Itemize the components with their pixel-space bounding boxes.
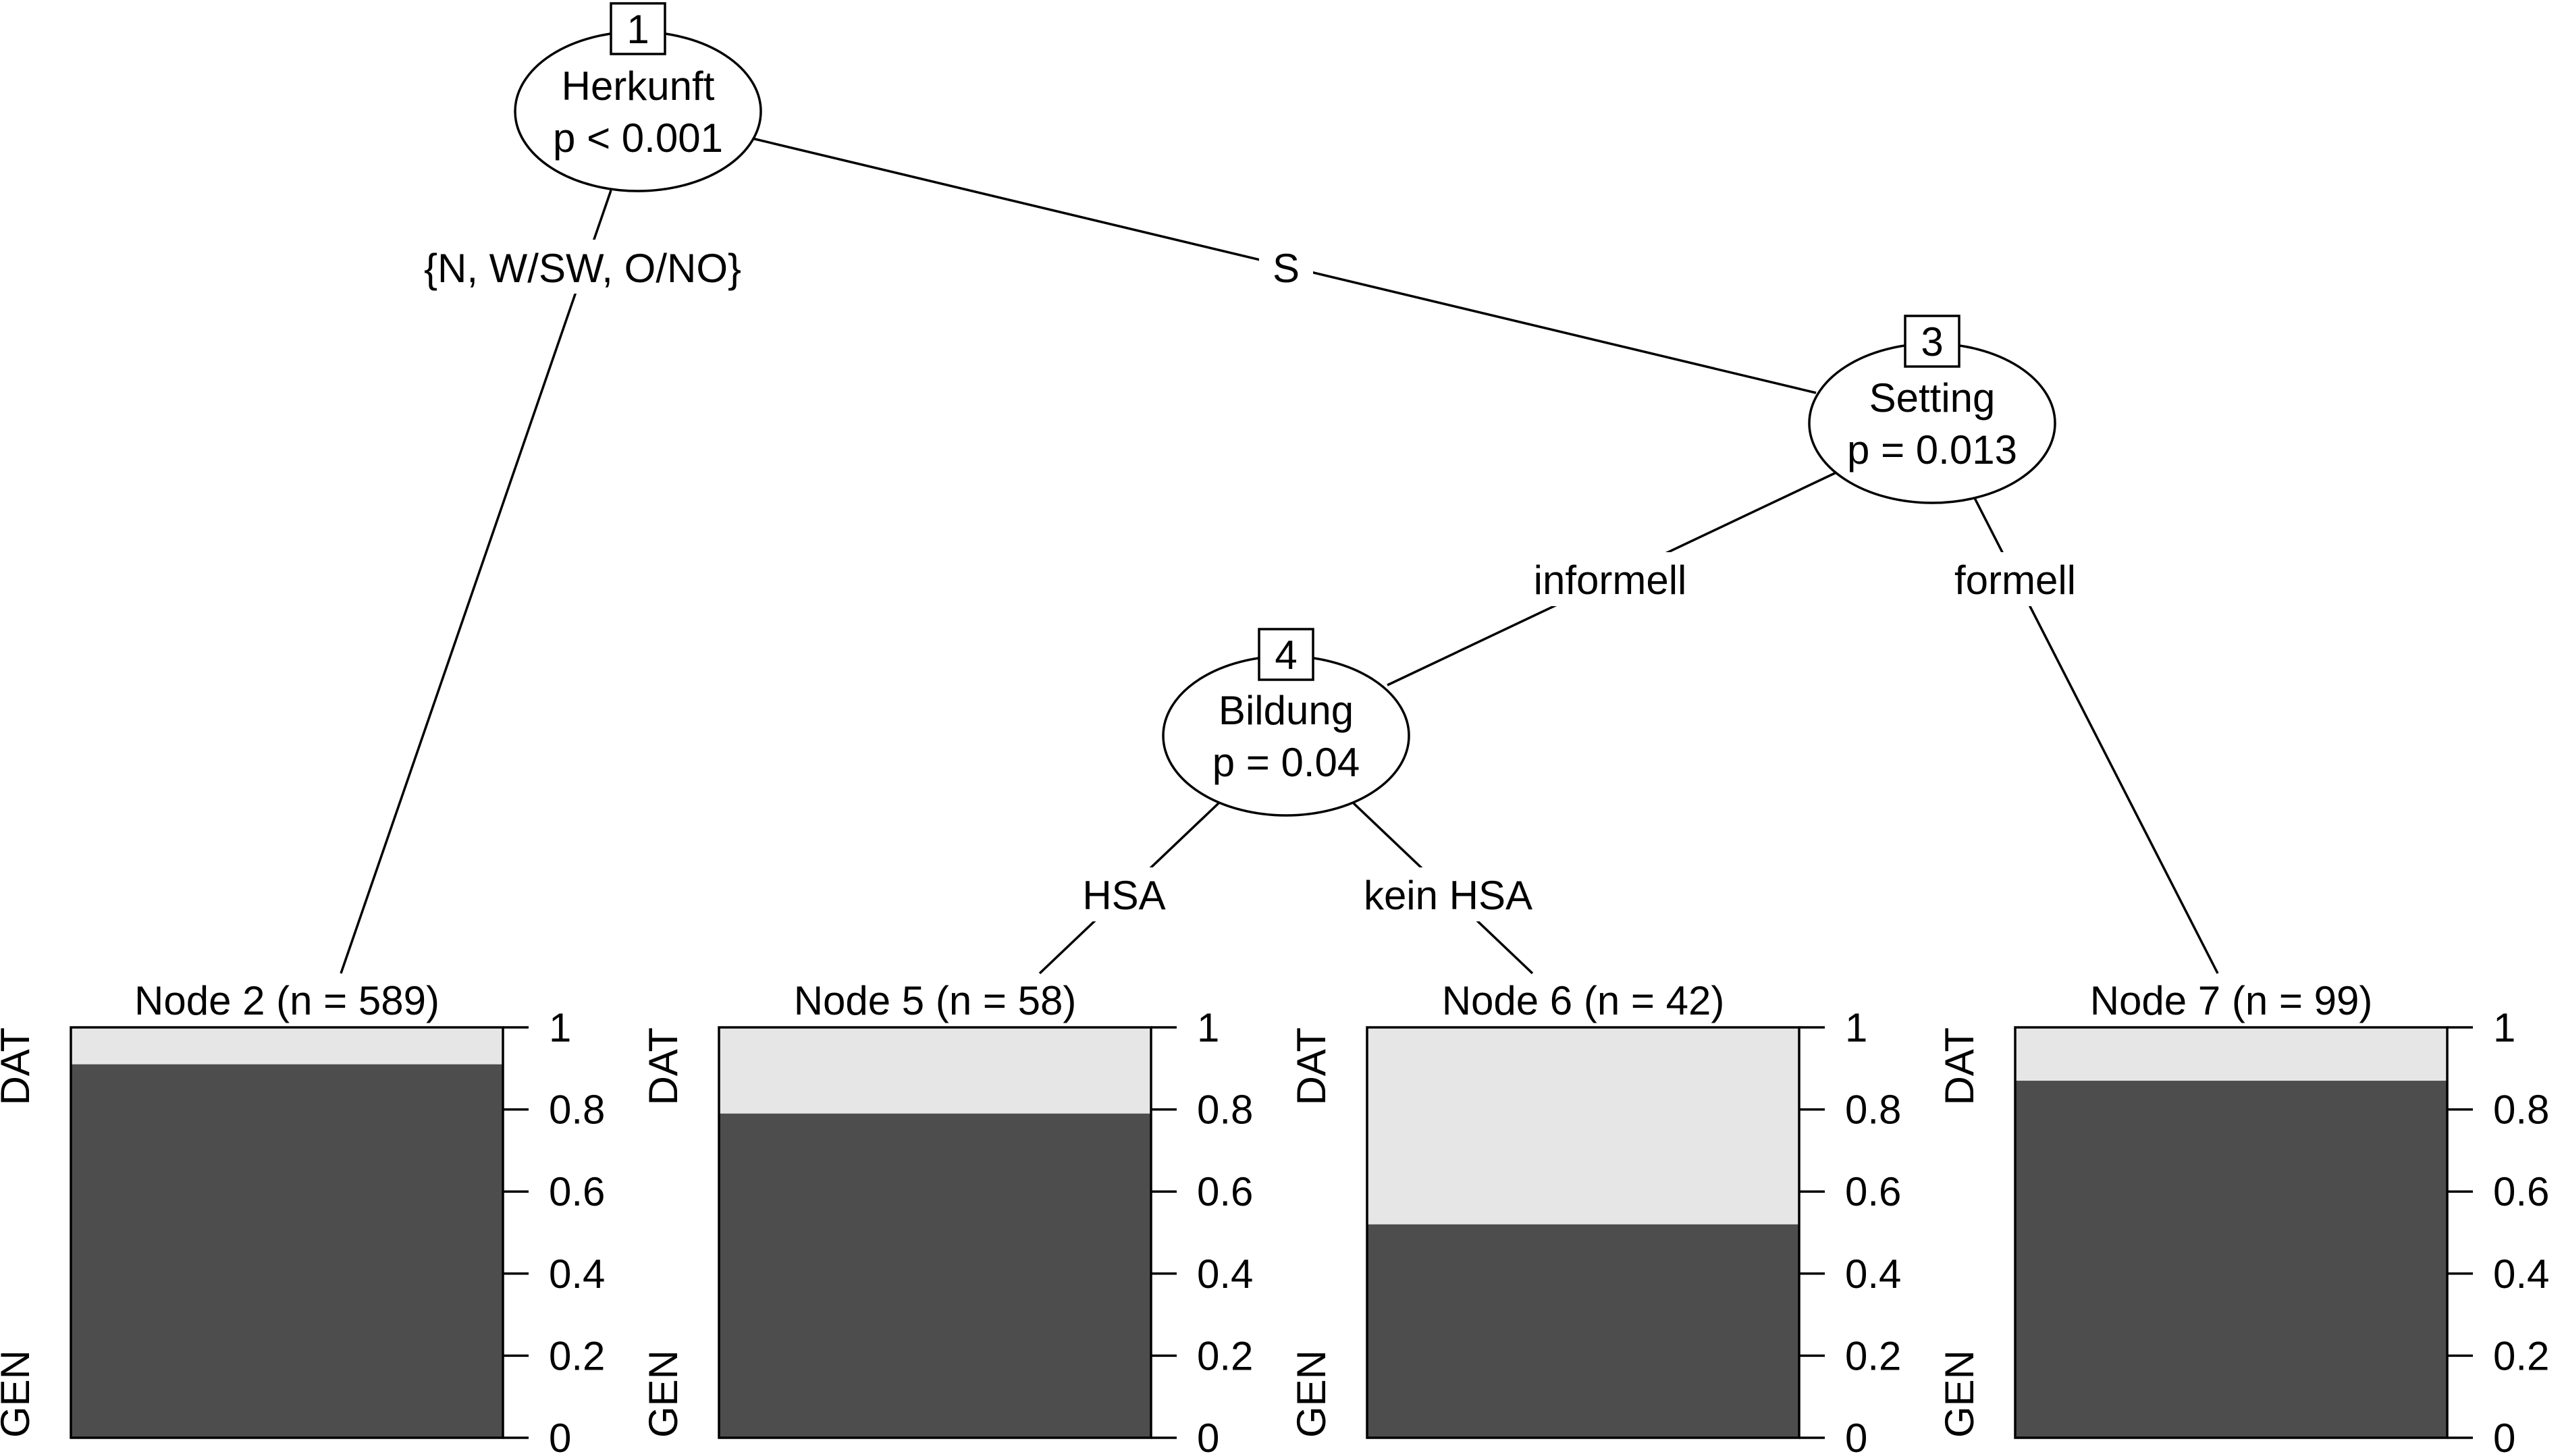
axis-tick-label: 0 bbox=[1197, 1415, 1219, 1456]
axis-tick-label: 0.6 bbox=[1197, 1169, 1253, 1214]
axis-tick-label: 1 bbox=[1845, 1005, 1867, 1050]
category-label-top: DAT bbox=[1289, 1027, 1334, 1106]
node-variable-label: Herkunft bbox=[562, 63, 715, 109]
edge-label-1-2: {N, W/SW, O/NO} bbox=[424, 246, 741, 291]
terminal-node-title: Node 6 (n = 42) bbox=[1442, 978, 1725, 1023]
gen-share-bar bbox=[1367, 1224, 1799, 1438]
terminal-node-6: Node 6 (n = 42) DAT GEN 0 0.2 0.4 0.6 0.8 1 bbox=[1289, 978, 1901, 1456]
axis-tick-label: 0.2 bbox=[549, 1333, 605, 1378]
edge-label-4-6: kein HSA bbox=[1364, 873, 1532, 918]
terminal-panels: Node 2 (n = 589)DATGEN00.20.40.60.81Node… bbox=[0, 978, 2549, 1456]
dat-share-bar bbox=[1367, 1027, 1799, 1224]
edge-label-4-5: HSA bbox=[1082, 873, 1165, 918]
axis-tick-label: 1 bbox=[2493, 1005, 2515, 1050]
edge-label-3-7: formell bbox=[1954, 558, 2076, 603]
axis-tick-label: 1 bbox=[549, 1005, 571, 1050]
terminal-node-title: Node 2 (n = 589) bbox=[134, 978, 439, 1023]
axis-tick-label: 0.4 bbox=[2493, 1251, 2549, 1297]
edge-label-1-3: S bbox=[1273, 246, 1300, 291]
node-pvalue-label: p < 0.001 bbox=[553, 115, 723, 161]
axis-tick-label: 0.8 bbox=[1845, 1087, 1901, 1133]
axis-tick-label: 0.2 bbox=[2493, 1333, 2549, 1378]
gen-share-bar bbox=[71, 1064, 503, 1438]
axis-tick-label: 0.4 bbox=[1197, 1251, 1253, 1297]
terminal-node-2: Node 2 (n = 589) DAT GEN 0 0.2 0.4 0.6 0.8 1 bbox=[0, 978, 605, 1456]
category-label-bottom: GEN bbox=[641, 1350, 686, 1438]
category-label-top: DAT bbox=[641, 1027, 686, 1106]
node-pvalue-label: p = 0.013 bbox=[1847, 427, 2017, 473]
axis-tick-label: 0 bbox=[549, 1415, 571, 1456]
axis-tick-label: 0.8 bbox=[549, 1087, 605, 1133]
dat-share-bar bbox=[71, 1027, 503, 1064]
axis-tick-label: 0 bbox=[2493, 1415, 2515, 1456]
panel-frame bbox=[70, 1026, 504, 1439]
terminal-node-5: Node 5 (n = 58) DAT GEN 0 0.2 0.4 0.6 0.8 1 bbox=[641, 978, 1253, 1456]
category-label-top: DAT bbox=[1937, 1027, 1982, 1106]
node-variable-label: Bildung bbox=[1219, 688, 1354, 733]
edge-line-1-2 bbox=[340, 190, 612, 974]
panel-frame bbox=[2014, 1026, 2449, 1439]
edge-label-3-4: informell bbox=[1534, 558, 1687, 603]
axis-tick-label: 0.6 bbox=[1845, 1169, 1901, 1214]
axis-tick-label: 0.4 bbox=[1845, 1251, 1901, 1297]
axis-tick-label: 0.6 bbox=[549, 1169, 605, 1214]
gen-share-bar bbox=[2015, 1081, 2447, 1438]
axis-tick-label: 0.8 bbox=[1197, 1087, 1253, 1133]
dat-share-bar bbox=[2015, 1027, 2447, 1081]
dat-share-bar bbox=[719, 1027, 1151, 1114]
terminal-node-7: Node 7 (n = 99) DAT GEN 0 0.2 0.4 0.6 0.8 1 bbox=[1937, 978, 2549, 1456]
terminal-node-title: Node 5 (n = 58) bbox=[794, 978, 1077, 1023]
axis-tick-label: 0.2 bbox=[1845, 1333, 1901, 1378]
node-pvalue-label: p = 0.04 bbox=[1212, 740, 1360, 785]
gen-share-bar bbox=[719, 1113, 1151, 1438]
node-variable-label: Setting bbox=[1869, 375, 1996, 421]
inner-node-4: Bildung p = 0.04 4 bbox=[1162, 628, 1410, 817]
node-id-label: 4 bbox=[1275, 632, 1297, 678]
category-label-bottom: GEN bbox=[1289, 1350, 1334, 1438]
axis-tick-label: 0.6 bbox=[2493, 1169, 2549, 1214]
axis-tick-label: 0.2 bbox=[1197, 1333, 1253, 1378]
category-label-bottom: GEN bbox=[0, 1350, 38, 1438]
axis-tick-label: 0 bbox=[1845, 1415, 1867, 1456]
panel-frame bbox=[1366, 1026, 1800, 1439]
inner-node-1: Herkunft p < 0.001 1 bbox=[514, 2, 762, 192]
axis-tick-label: 0.4 bbox=[549, 1251, 605, 1297]
category-label-top: DAT bbox=[0, 1027, 38, 1106]
edge-labels: {N, W/SW, O/NO} S informell formell HSA … bbox=[398, 240, 2089, 921]
terminal-node-title: Node 7 (n = 99) bbox=[2090, 978, 2373, 1023]
node-id-label: 3 bbox=[1921, 319, 1943, 365]
category-label-bottom: GEN bbox=[1937, 1350, 1982, 1438]
axis-tick-label: 1 bbox=[1197, 1005, 1219, 1050]
panel-frame bbox=[718, 1026, 1152, 1439]
inner-node-3: Setting p = 0.013 3 bbox=[1808, 315, 2056, 504]
node-id-label: 1 bbox=[626, 7, 649, 52]
axis-tick-label: 0.8 bbox=[2493, 1087, 2549, 1133]
